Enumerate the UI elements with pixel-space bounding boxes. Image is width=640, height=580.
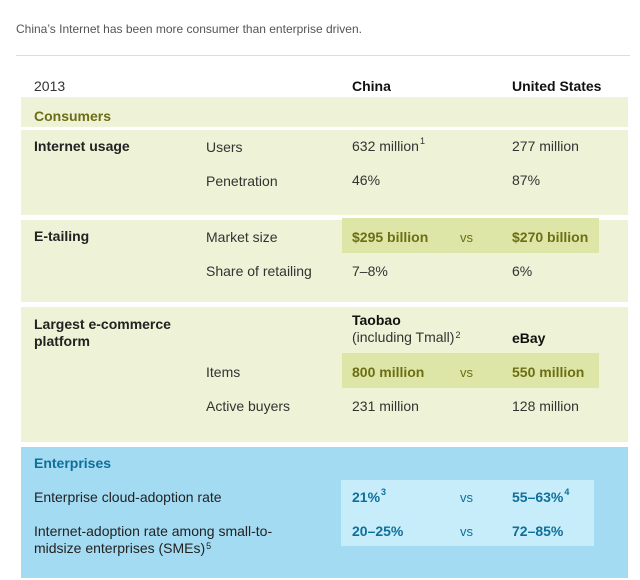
largest-platform-label: Largest e-commerce platform	[34, 316, 171, 349]
items-china-value: 800 million	[352, 364, 425, 380]
items-highlight	[342, 353, 599, 388]
items-vs: vs	[460, 365, 473, 380]
items-metric: Items	[206, 364, 241, 380]
year-header: 2013	[34, 78, 66, 94]
market-size-vs: vs	[460, 230, 473, 245]
china-platform-name: Taobao (including Tmall)2	[352, 312, 461, 345]
etailing-label: E-tailing	[34, 228, 90, 244]
consumers-title-panel	[21, 97, 628, 127]
penetration-metric: Penetration	[206, 173, 278, 189]
items-us-value: 550 million	[512, 364, 585, 380]
buyers-us-value: 128 million	[512, 398, 579, 414]
enterprises-section-title: Enterprises	[34, 455, 112, 471]
footnote-1: 1	[419, 136, 425, 146]
share-us-value: 6%	[512, 263, 533, 279]
share-metric: Share of retailing	[206, 263, 312, 279]
share-china-value: 7–8%	[352, 263, 388, 279]
footnote-4: 4	[564, 487, 570, 497]
sme-vs: vs	[460, 524, 473, 539]
market-size-china-value: $295 billion	[352, 229, 429, 245]
enterprise-highlight	[341, 480, 594, 546]
footnote-3: 3	[381, 487, 387, 497]
us-platform-name: eBay	[512, 330, 546, 346]
users-china-value: 632 million1	[352, 136, 425, 154]
china-column-header: China	[352, 78, 391, 94]
cloud-china-value: 21%3	[352, 487, 387, 505]
cloud-metric: Enterprise cloud-adoption rate	[34, 489, 222, 505]
users-us-value: 277 million	[512, 138, 579, 154]
buyers-china-value: 231 million	[352, 398, 419, 414]
cloud-us-value: 55–63%4	[512, 487, 570, 505]
us-column-header: United States	[512, 78, 602, 94]
market-size-us-value: $270 billion	[512, 229, 589, 245]
market-size-metric: Market size	[206, 229, 278, 245]
penetration-china-value: 46%	[352, 172, 381, 188]
users-metric: Users	[206, 139, 243, 155]
figure-caption: China’s Internet has been more consumer …	[16, 22, 362, 36]
internet-usage-label: Internet usage	[34, 138, 130, 154]
divider	[16, 55, 630, 56]
consumers-section-title: Consumers	[34, 108, 112, 124]
cloud-vs: vs	[460, 490, 473, 505]
sme-us-value: 72–85%	[512, 523, 564, 539]
sme-china-value: 20–25%	[352, 523, 404, 539]
market-size-highlight	[342, 218, 599, 253]
footnote-2: 2	[455, 330, 461, 340]
footnote-5: 5	[206, 541, 212, 551]
internet-usage-panel	[21, 130, 628, 215]
penetration-us-value: 87%	[512, 172, 541, 188]
sme-metric: Internet-adoption rate among small-to-mi…	[34, 523, 273, 556]
buyers-metric: Active buyers	[206, 398, 291, 414]
